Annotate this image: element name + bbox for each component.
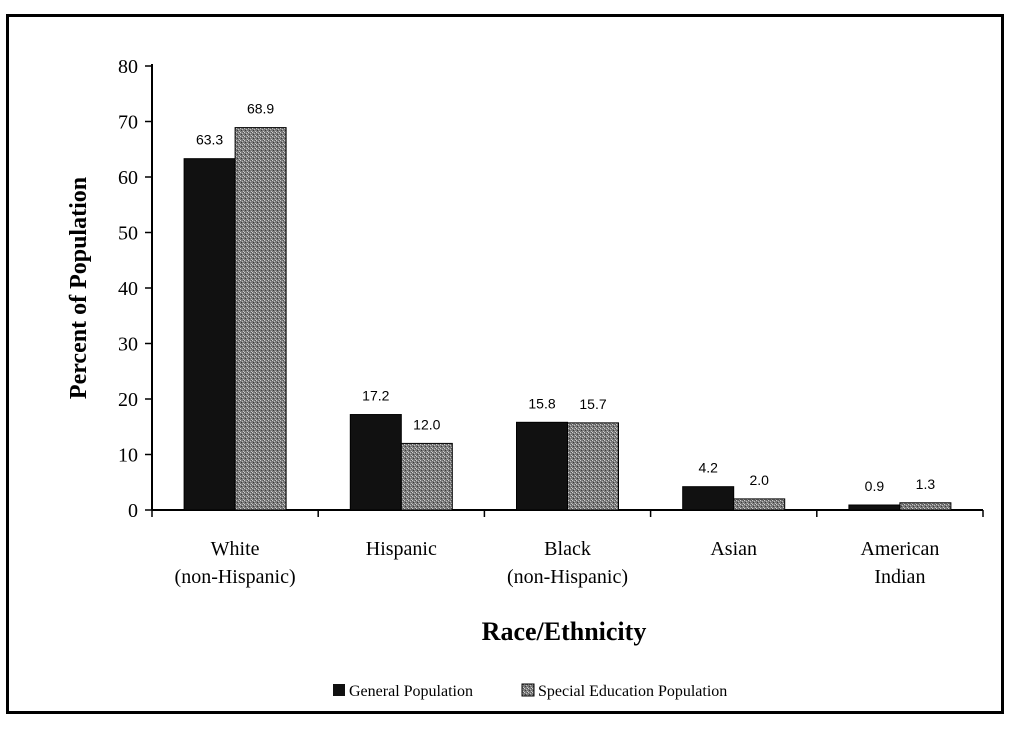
data-label: 15.7 bbox=[579, 396, 606, 412]
y-tick-label: 30 bbox=[118, 334, 138, 356]
legend-label-general: General Population bbox=[349, 683, 473, 700]
category-label-line: Black bbox=[544, 538, 591, 560]
category-label-line: Indian bbox=[874, 566, 925, 588]
y-axis: 0 10 20 30 40 50 60 70 80 bbox=[118, 56, 153, 522]
category-label-line: White bbox=[211, 538, 260, 560]
bars bbox=[183, 127, 952, 511]
legend-swatch-special bbox=[521, 683, 535, 697]
y-tick-label: 60 bbox=[118, 167, 138, 189]
y-tick-label: 70 bbox=[118, 112, 138, 134]
data-label: 68.9 bbox=[247, 101, 274, 117]
data-labels: 63.3 68.9 17.2 12.0 15.8 15.7 4.2 2.0 0.9 1.3 bbox=[196, 101, 935, 494]
bar-general bbox=[183, 158, 236, 511]
data-label: 0.9 bbox=[865, 478, 885, 494]
data-label: 1.3 bbox=[916, 476, 936, 492]
y-tick-label: 80 bbox=[118, 56, 138, 78]
bar-general bbox=[848, 504, 901, 511]
category-label-line: (non-Hispanic) bbox=[175, 566, 296, 588]
data-label: 2.0 bbox=[749, 472, 769, 488]
data-label: 4.2 bbox=[698, 460, 718, 476]
bar-general bbox=[516, 421, 568, 511]
category-label-line: Asian bbox=[710, 538, 757, 560]
bar-special bbox=[733, 498, 786, 511]
category-label: Black (non-Hispanic) bbox=[507, 538, 628, 588]
y-tick-label: 0 bbox=[128, 500, 138, 522]
category-label-line: American bbox=[860, 538, 939, 560]
bar-general bbox=[349, 414, 402, 511]
chart-frame bbox=[6, 14, 1004, 714]
category-label: White (non-Hispanic) bbox=[175, 538, 296, 588]
legend-label-special: Special Education Population bbox=[538, 683, 727, 700]
category-label-line: (non-Hispanic) bbox=[507, 566, 628, 588]
bar-general bbox=[682, 486, 735, 511]
data-label: 17.2 bbox=[362, 388, 389, 404]
category-labels: White (non-Hispanic) Hispanic Black (non-His… bbox=[175, 538, 940, 588]
x-axis bbox=[151, 509, 984, 517]
bar-special bbox=[400, 442, 453, 511]
y-axis-title: Percent of Population bbox=[66, 177, 92, 399]
data-label: 15.8 bbox=[528, 395, 555, 411]
category-label-line: Hispanic bbox=[366, 538, 437, 560]
y-tick-label: 40 bbox=[118, 278, 138, 300]
legend: General Population Special Education Pop… bbox=[333, 683, 727, 700]
data-label: 63.3 bbox=[196, 132, 223, 148]
x-axis-title: Race/Ethnicity bbox=[482, 617, 647, 646]
bar-special bbox=[234, 127, 287, 511]
y-tick-label: 20 bbox=[118, 389, 138, 411]
bar-special bbox=[899, 502, 952, 511]
category-label: Asian bbox=[710, 538, 757, 560]
y-tick-label: 50 bbox=[118, 223, 138, 245]
category-label: American Indian bbox=[860, 538, 939, 588]
legend-swatch-general bbox=[333, 684, 345, 696]
bar-special bbox=[567, 422, 619, 511]
category-label: Hispanic bbox=[366, 538, 437, 560]
y-tick-label: 10 bbox=[118, 445, 138, 467]
data-label: 12.0 bbox=[413, 416, 440, 432]
